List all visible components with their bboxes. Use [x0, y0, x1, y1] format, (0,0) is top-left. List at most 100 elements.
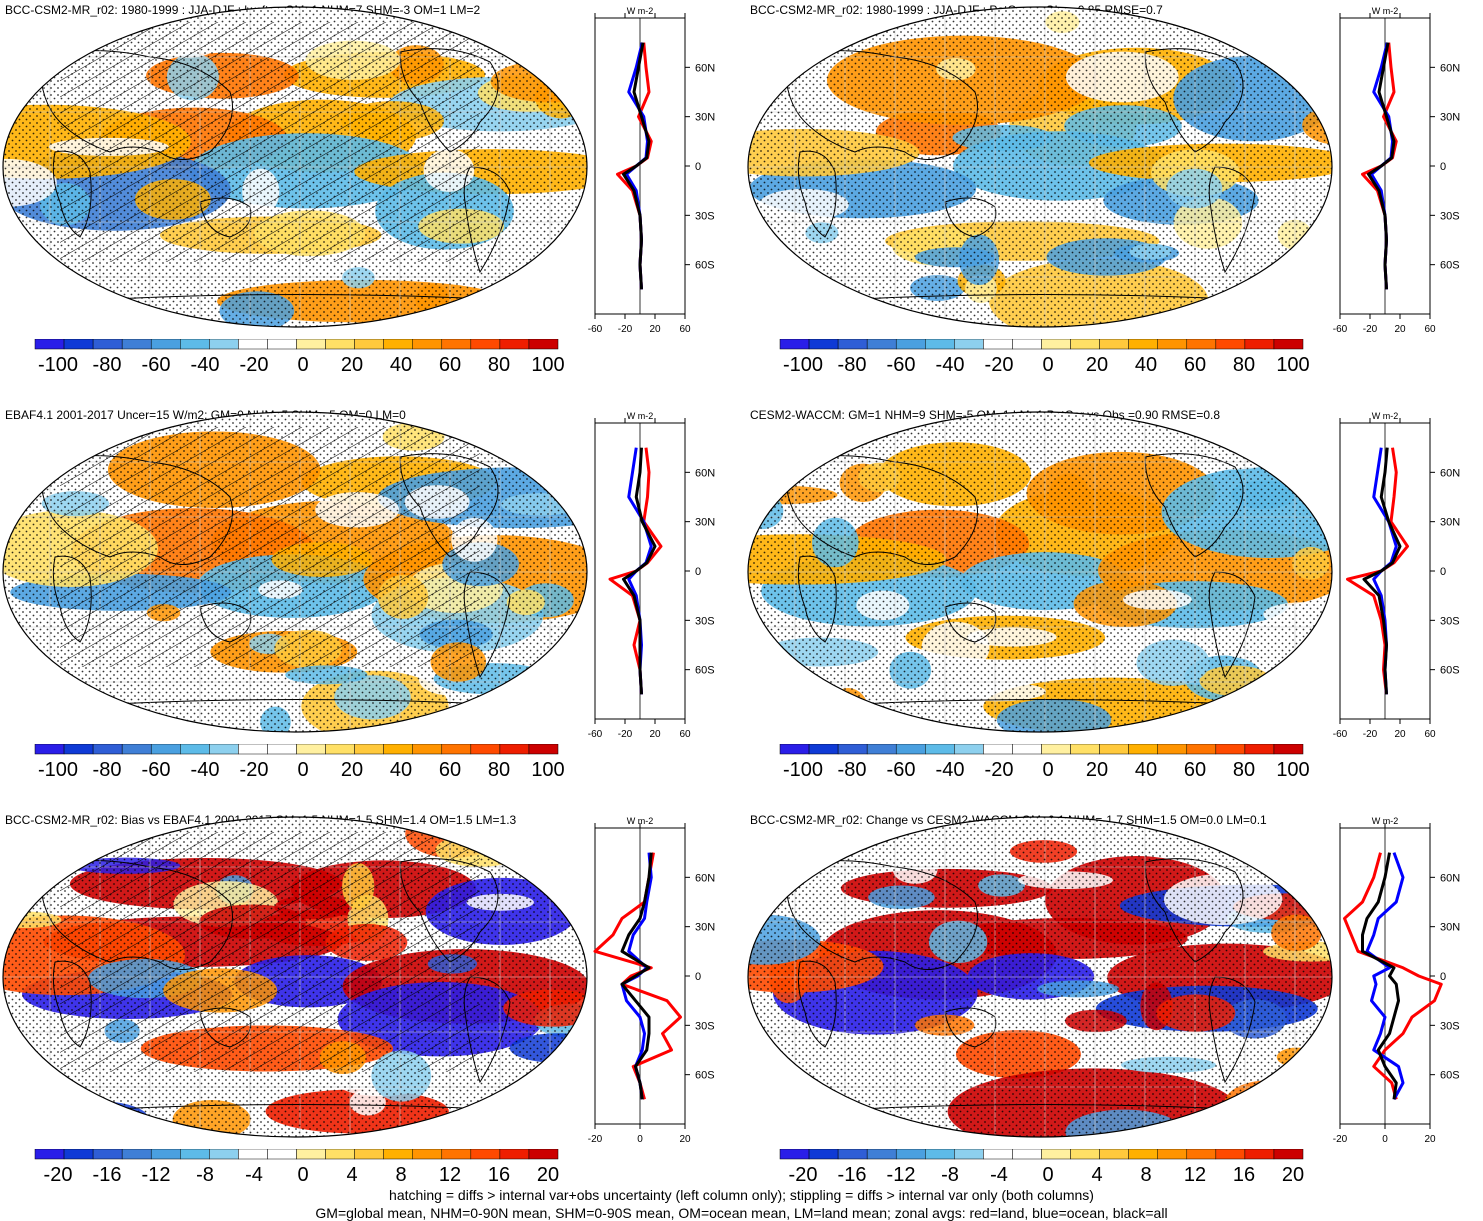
colorbar-swatch [354, 339, 384, 350]
colorbar-swatch [779, 339, 810, 350]
colorbar-swatch [121, 1149, 152, 1160]
zonal-lat-label: 0 [695, 971, 701, 983]
colorbar-tick-label: 20 [340, 759, 364, 781]
zonal-xtick-label: 20 [679, 1134, 691, 1145]
colorbar-swatch [1041, 744, 1071, 755]
colorbar-swatch [1157, 1149, 1188, 1160]
colorbar-swatch [1186, 1149, 1217, 1160]
zonal-lat-label: 60S [1440, 260, 1460, 272]
zonal-xtick-label: -20 [1363, 324, 1378, 335]
zonal-series-red [1343, 852, 1443, 1100]
colorbar-swatch [1186, 339, 1217, 350]
zonal-lat-label: 0 [1440, 161, 1446, 173]
colorbar-swatch [1070, 339, 1100, 350]
colorbar-swatch [325, 339, 355, 350]
colorbar-swatch [383, 744, 413, 755]
colorbar-swatch [925, 339, 955, 350]
map-panel: BCC-CSM2-MR_r02: 1980-1999 : JJA-DJF : l… [0, 0, 738, 405]
colorbar-swatch [180, 339, 210, 350]
colorbar-swatch [150, 1149, 181, 1160]
colorbar-swatch [412, 339, 443, 350]
colorbar-swatch [470, 744, 501, 755]
colorbar-tick-label: 0 [1042, 1164, 1054, 1186]
colorbar-swatch [1157, 339, 1188, 350]
colorbar [34, 339, 559, 350]
colorbar-tick-label: 12 [438, 1164, 462, 1186]
colorbar-swatch [983, 339, 1013, 350]
colorbar-swatch [34, 744, 65, 755]
colorbar-tick-label: -80 [837, 354, 867, 376]
colorbar-swatch [267, 744, 297, 755]
colorbar-tick-label: 0 [1042, 354, 1054, 376]
colorbar-swatch [354, 744, 384, 755]
zonal-xtick-label: -20 [618, 729, 633, 740]
colorbar-tick-label: -80 [92, 354, 122, 376]
zonal-lat-label: 30N [695, 922, 715, 934]
colorbar-swatch [1128, 339, 1158, 350]
zonal-xtick-label: 20 [1424, 1134, 1436, 1145]
colorbar-swatch [1099, 744, 1129, 755]
colorbar-tick-label: -100 [37, 759, 79, 781]
colorbar-swatch [528, 744, 559, 755]
colorbar-swatch [1128, 744, 1158, 755]
colorbar-swatch [1273, 744, 1304, 755]
colorbar-swatch [1215, 339, 1246, 350]
zonal-xtick-label: 0 [637, 1134, 643, 1145]
colorbar-tick-label: 60 [1183, 354, 1207, 376]
zonal-lat-label: 30S [695, 1020, 715, 1032]
colorbar-swatch [866, 339, 897, 350]
world-map [747, 816, 1333, 1138]
colorbar-tick-label: -60 [886, 759, 916, 781]
zonal-lat-label: 60N [1440, 62, 1460, 74]
world-map [2, 6, 588, 328]
footer-mean-definitions: GM=global mean, NHM=0-90N mean, SHM=0-90… [315, 1205, 1168, 1221]
zonal-series-black [1367, 42, 1396, 290]
zonal-lat-label: 0 [1440, 566, 1446, 578]
colorbar-swatch [1273, 1149, 1304, 1160]
colorbar-swatch [34, 339, 65, 350]
zonal-lat-label: 30N [1440, 112, 1460, 124]
colorbar-swatch [63, 744, 94, 755]
colorbar-tick-label: -100 [782, 759, 824, 781]
zonal-mean-plot: -60 -20 20 60 60N 30N 0 30S 60S W m-2 [588, 411, 715, 740]
colorbar-tick-label: 80 [1232, 354, 1256, 376]
colorbar-swatch [441, 339, 472, 350]
colorbar-tick-label: -40 [190, 759, 220, 781]
colorbar-swatch [470, 339, 501, 350]
zonal-xtick-label: 20 [1394, 729, 1406, 740]
colorbar-tick-label: -40 [190, 354, 220, 376]
colorbar-swatch [1273, 339, 1304, 350]
zonal-series-black [622, 447, 657, 695]
colorbar-tick-label: -100 [782, 354, 824, 376]
map-panel: BCC-CSM2-MR_r02: Bias vs EBAF4.1 2001-20… [0, 810, 738, 1215]
colorbar-swatch [983, 744, 1013, 755]
colorbar-swatch [895, 339, 926, 350]
colorbar-tick-label: -60 [141, 759, 171, 781]
colorbar [34, 744, 559, 755]
colorbar-swatch [808, 1149, 839, 1160]
colorbar-swatch [837, 744, 868, 755]
zonal-lat-label: 60S [695, 260, 715, 272]
footer-hatching-note: hatching = diffs > internal var+obs unce… [389, 1187, 1094, 1203]
zonal-lat-label: 30S [695, 615, 715, 627]
colorbar-swatch [1099, 339, 1129, 350]
colorbar [779, 1149, 1304, 1160]
colorbar-tick-label: -8 [196, 1164, 214, 1186]
colorbar-swatch [528, 1149, 559, 1160]
colorbar-swatch [1041, 339, 1071, 350]
colorbar-swatch [1244, 339, 1275, 350]
zonal-lat-label: 30S [1440, 210, 1460, 222]
colorbar-swatch [150, 339, 181, 350]
colorbar-swatch [954, 339, 984, 350]
zonal-lat-label: 60S [695, 1070, 715, 1082]
colorbar-tick-label: -40 [935, 759, 965, 781]
zonal-lat-label: 30S [1440, 615, 1460, 627]
colorbar-tick-label: -12 [886, 1164, 916, 1186]
colorbar-tick-label: 12 [1183, 1164, 1207, 1186]
zonal-lat-label: 60S [1440, 665, 1460, 677]
zonal-lat-label: 60N [695, 467, 715, 479]
colorbar-labels: -100 -80 -60 -40 -20 0 20 40 60 80 100 [745, 354, 1345, 378]
colorbar-swatch [954, 1149, 984, 1160]
colorbar-tick-label: -4 [245, 1164, 263, 1186]
colorbar-tick-label: 80 [1232, 759, 1256, 781]
